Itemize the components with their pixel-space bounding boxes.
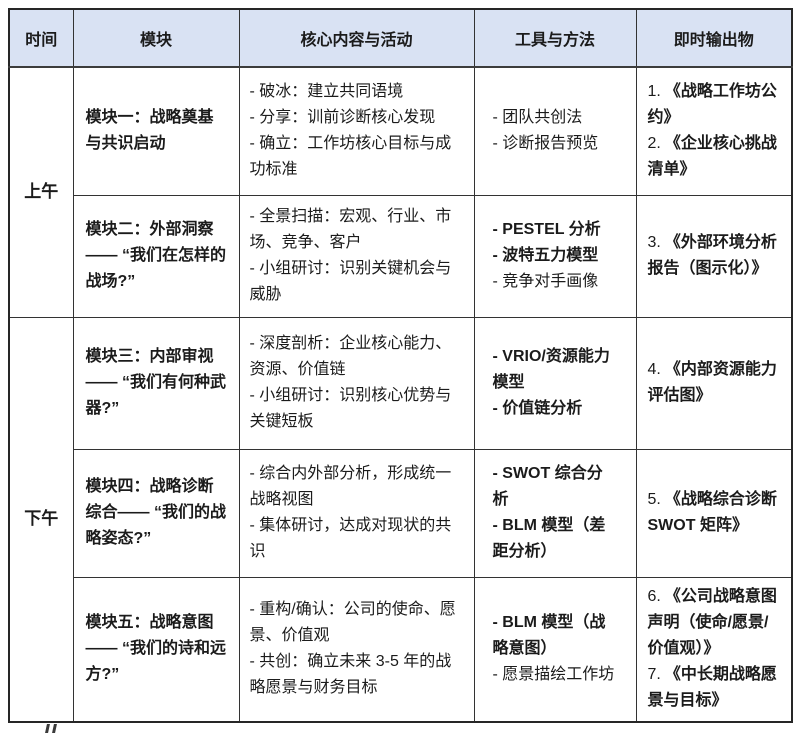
module-cell: 模块三：内部审视—— “我们有何种武器?” bbox=[72, 316, 240, 450]
content-bullet: - 集体研讨，达成对现状的共识 bbox=[249, 517, 452, 560]
table-row-module5: 模块五：战略意图—— “我们的诗和远方?” - 重构/确认：公司的使命、愿景、价… bbox=[9, 576, 793, 723]
tools-cell: - 团队共创法 - 诊断报告预览 bbox=[473, 66, 637, 196]
outputs-cell: 3. 《外部环境分析报告（图示化）》 bbox=[635, 194, 793, 318]
tool-item: - 愿景描绘工作坊 bbox=[492, 666, 615, 684]
table-row-module2: 模块二：外部洞察—— “我们在怎样的战场?” - 全景扫描：宏观、行业、市场、竞… bbox=[9, 194, 793, 318]
table-row-module3: 下午 模块三：内部审视—— “我们有何种武器?” - 深度剖析：企业核心能力、资… bbox=[8, 316, 793, 723]
content-cell: - 重构/确认：公司的使命、愿景、价值观 - 共创：确立未来 3-5 年的战略愿… bbox=[238, 576, 475, 723]
content-bullet: - 确立：工作坊核心目标与成功标准 bbox=[249, 135, 452, 179]
tools-cell: - VRIO/资源能力模型 - 价值链分析 bbox=[473, 316, 637, 450]
content-cell: - 综合内外部分析，形成统一战略视图 - 集体研讨，达成对现状的共识 bbox=[238, 448, 475, 578]
output-title: 《中长期战略愿景与目标》 bbox=[647, 666, 777, 710]
tool-item: - 价值链分析 bbox=[492, 400, 583, 417]
output-item: 2. 《企业核心挑战清单》 bbox=[648, 131, 782, 183]
output-number: 3. bbox=[647, 234, 661, 251]
output-number: 5. bbox=[647, 491, 661, 508]
content-bullet: - 破冰：建立共同语境 bbox=[249, 83, 404, 101]
content-bullet: - 重构/确认：公司的使命、愿景、价值观 bbox=[249, 601, 456, 645]
time-cell-afternoon: 下午 bbox=[8, 316, 74, 723]
module-cell: 模块一：战略奠基与共识启动 bbox=[72, 66, 240, 196]
output-title: 《外部环境分析报告（图示化）》 bbox=[647, 234, 777, 277]
tool-item: - VRIO/资源能力模型 bbox=[492, 348, 610, 391]
output-title: 《战略综合诊断 SWOT 矩阵》 bbox=[647, 491, 777, 534]
content-bullet: - 全景扫描：宏观、行业、市场、竞争、客户 bbox=[249, 208, 452, 251]
content-bullet: - 小组研讨：识别关键机会与威胁 bbox=[249, 260, 452, 303]
header-cell-module: 模块 bbox=[72, 8, 240, 68]
output-item: 1. 《战略工作坊公约》 bbox=[648, 79, 782, 131]
output-item: 3. 《外部环境分析报告（图示化）》 bbox=[648, 230, 782, 282]
tool-item: - BLM 模型（战略意图） bbox=[492, 614, 606, 658]
cutoff-text-fragment bbox=[45, 724, 62, 734]
tools-cell: - SWOT 综合分析 - BLM 模型（差距分析） bbox=[473, 448, 637, 578]
output-number: 7. bbox=[647, 666, 661, 684]
outputs-cell: 4. 《内部资源能力评估图》 bbox=[635, 316, 793, 450]
output-number: 2. bbox=[647, 135, 661, 153]
tool-item: - 诊断报告预览 bbox=[492, 135, 599, 153]
output-item: 7. 《中长期战略愿景与目标》 bbox=[648, 662, 782, 714]
tool-item: - 竞争对手画像 bbox=[492, 273, 599, 290]
output-title: 《公司战略意图声明（使命/愿景/价值观）》 bbox=[647, 588, 777, 658]
module-cell: 模块二：外部洞察—— “我们在怎样的战场?” bbox=[72, 194, 240, 318]
table-row-module1: 上午 模块一：战略奠基与共识启动 - 破冰：建立共同语境 - 分享：训前诊断核心… bbox=[8, 66, 793, 318]
tool-item: - BLM 模型（差距分析） bbox=[492, 517, 606, 560]
outputs-cell: 1. 《战略工作坊公约》 2. 《企业核心挑战清单》 bbox=[635, 66, 793, 196]
output-number: 1. bbox=[647, 83, 661, 101]
output-title: 《内部资源能力评估图》 bbox=[647, 361, 777, 404]
content-bullet: - 小组研讨：识别核心优势与关键短板 bbox=[249, 387, 452, 430]
content-cell: - 破冰：建立共同语境 - 分享：训前诊断核心发现 - 确立：工作坊核心目标与成… bbox=[238, 66, 475, 196]
header-cell-outputs: 即时输出物 bbox=[635, 8, 793, 68]
time-cell-morning: 上午 bbox=[8, 66, 74, 318]
header-cell-time: 时间 bbox=[8, 8, 74, 68]
header-cell-content: 核心内容与活动 bbox=[238, 8, 475, 68]
content-cell: - 深度剖析：企业核心能力、资源、价值链 - 小组研讨：识别核心优势与关键短板 bbox=[238, 316, 475, 450]
tool-item: - PESTEL 分析 bbox=[492, 221, 601, 238]
output-item: 5. 《战略综合诊断 SWOT 矩阵》 bbox=[648, 487, 782, 539]
tools-cell: - BLM 模型（战略意图） - 愿景描绘工作坊 bbox=[473, 576, 637, 723]
tool-item: - SWOT 综合分析 bbox=[492, 465, 603, 508]
output-item: 4. 《内部资源能力评估图》 bbox=[648, 357, 782, 409]
table-header-row: 时间 模块 核心内容与活动 工具与方法 即时输出物 bbox=[8, 8, 793, 68]
outputs-cell: 5. 《战略综合诊断 SWOT 矩阵》 bbox=[635, 448, 793, 578]
tool-item: - 波特五力模型 bbox=[492, 247, 599, 264]
tool-item: - 团队共创法 bbox=[492, 109, 583, 127]
content-bullet: - 综合内外部分析，形成统一战略视图 bbox=[249, 465, 452, 508]
outputs-cell: 6. 《公司战略意图声明（使命/愿景/价值观）》 7. 《中长期战略愿景与目标》 bbox=[635, 576, 793, 723]
content-bullet: - 深度剖析：企业核心能力、资源、价值链 bbox=[249, 335, 452, 378]
content-bullet: - 分享：训前诊断核心发现 bbox=[249, 109, 436, 127]
content-cell: - 全景扫描：宏观、行业、市场、竞争、客户 - 小组研讨：识别关键机会与威胁 bbox=[238, 194, 475, 318]
header-cell-tools: 工具与方法 bbox=[473, 8, 637, 68]
output-number: 6. bbox=[647, 588, 661, 606]
output-title: 《企业核心挑战清单》 bbox=[647, 135, 777, 179]
tools-cell: - PESTEL 分析 - 波特五力模型 - 竞争对手画像 bbox=[473, 194, 637, 318]
module-cell: 模块五：战略意图—— “我们的诗和远方?” bbox=[72, 576, 240, 723]
output-item: 6. 《公司战略意图声明（使命/愿景/价值观）》 bbox=[648, 584, 782, 662]
output-number: 4. bbox=[647, 361, 661, 378]
table-row-module4: 模块四：战略诊断综合—— “我们的战略姿态?” - 综合内外部分析，形成统一战略… bbox=[9, 448, 793, 578]
workshop-agenda-table: 时间 模块 核心内容与活动 工具与方法 即时输出物 上午 模块一：战略奠基与共识… bbox=[8, 8, 793, 723]
module-cell: 模块四：战略诊断综合—— “我们的战略姿态?” bbox=[72, 448, 240, 578]
output-title: 《战略工作坊公约》 bbox=[647, 83, 777, 127]
content-bullet: - 共创：确立未来 3-5 年的战略愿景与财务目标 bbox=[249, 653, 452, 697]
